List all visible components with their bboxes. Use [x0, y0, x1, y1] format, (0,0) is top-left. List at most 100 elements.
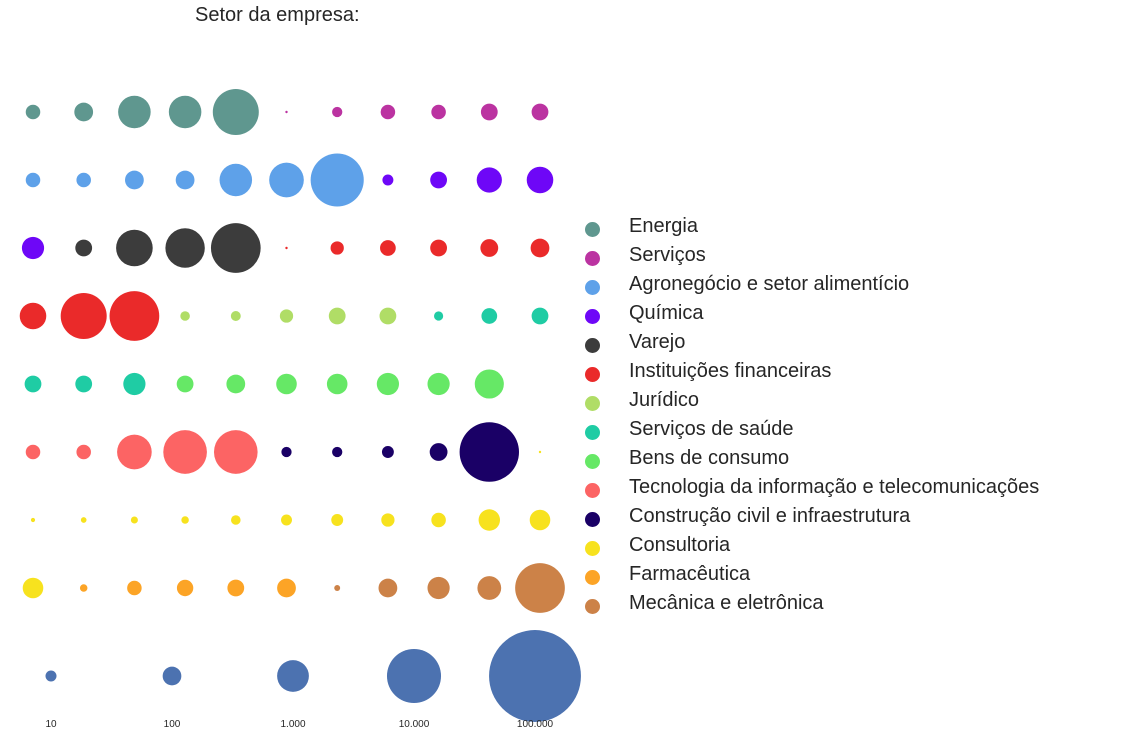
- bubble-point: [334, 585, 341, 591]
- legend-swatch: [585, 570, 600, 585]
- bubble-point: [180, 311, 190, 321]
- bubble-point: [381, 446, 394, 458]
- bubble-point: [118, 95, 151, 129]
- bubble-point: [538, 450, 542, 454]
- bubble-point: [285, 110, 288, 114]
- legend-swatch: [585, 367, 600, 382]
- legend-label: Consultoria: [629, 534, 731, 556]
- size-legend-bubble: [45, 670, 57, 682]
- legend-label: Serviços: [629, 244, 706, 266]
- bubble-point: [431, 104, 446, 120]
- bubble-point: [230, 311, 241, 321]
- bubble-point: [477, 576, 502, 600]
- legend-swatch: [585, 396, 600, 411]
- bubble-point: [75, 239, 93, 257]
- bubble-point: [515, 563, 565, 613]
- legend-label: Construção civil e infraestrutura: [629, 505, 911, 527]
- legend-label: Instituições financeiras: [629, 360, 832, 382]
- size-legend-label: 100: [164, 719, 181, 730]
- bubble-point: [76, 172, 91, 188]
- legend-swatch: [585, 483, 600, 498]
- bubble-point: [212, 89, 259, 135]
- bubble-point: [277, 578, 296, 598]
- legend-label: Tecnologia da informação e telecomunicaç…: [629, 476, 1040, 498]
- bubble-point: [310, 153, 364, 207]
- bubble-point: [276, 373, 297, 395]
- bubble-point: [427, 576, 450, 600]
- bubble-point: [109, 291, 160, 341]
- bubble-point: [328, 307, 346, 325]
- legend-swatch: [585, 338, 600, 353]
- bubble-point: [76, 444, 91, 460]
- legend-swatch: [585, 599, 600, 614]
- size-legend-bubble: [489, 630, 581, 722]
- bubble-point: [269, 162, 304, 198]
- bubble-point: [25, 104, 41, 120]
- size-legend-bubble: [162, 666, 182, 686]
- bubble-point: [331, 514, 344, 526]
- bubble-point: [332, 106, 343, 118]
- bubble-point: [80, 517, 87, 523]
- bubble-point: [30, 517, 36, 523]
- legend-swatch: [585, 280, 600, 295]
- bubble-point: [529, 509, 551, 531]
- chart-title: Setor da empresa:: [195, 4, 360, 26]
- size-legend-label: 10.000: [399, 719, 430, 730]
- bubble-point: [60, 293, 107, 339]
- bubble-point: [125, 170, 144, 190]
- size-legend-label: 10: [45, 719, 57, 730]
- bubble-point: [116, 229, 153, 267]
- bubble-point: [480, 239, 499, 257]
- bubble-point: [74, 102, 94, 122]
- bubble-point: [130, 516, 138, 524]
- bubble-point: [459, 422, 519, 482]
- bubble-point: [531, 103, 549, 121]
- legend-label: Farmacêutica: [629, 563, 751, 585]
- bubble-point: [281, 446, 292, 458]
- bubble-point: [326, 373, 348, 395]
- bubble-point: [24, 375, 42, 393]
- legend-label: Bens de consumo: [629, 447, 790, 469]
- bubble-point: [427, 372, 450, 396]
- bubble-point: [431, 512, 446, 528]
- size-legend-bubble: [277, 660, 309, 692]
- bubble-point: [19, 302, 47, 330]
- bubble-point: [330, 241, 344, 255]
- bubble-point: [332, 446, 343, 458]
- bubble-point: [478, 509, 501, 531]
- bubble-point: [127, 580, 142, 596]
- bubble-point: [429, 443, 448, 461]
- legend-label: Energia: [629, 215, 698, 237]
- legend-label: Agronegócio e setor alimentício: [629, 273, 910, 295]
- bubble-point: [474, 369, 504, 399]
- legend-swatch: [585, 425, 600, 440]
- bubble-point: [476, 167, 502, 193]
- bubble-point: [181, 516, 189, 524]
- bubble-point: [481, 308, 498, 324]
- bubble-point: [175, 170, 195, 190]
- bubble-point: [531, 307, 549, 325]
- legend-swatch: [585, 309, 600, 324]
- bubble-point: [285, 246, 288, 250]
- bubble-point: [231, 515, 241, 525]
- legend-label: Mecânica e eletrônica: [629, 592, 824, 614]
- bubble-point: [163, 430, 207, 474]
- bubble-point: [379, 307, 397, 325]
- bubble-point: [382, 174, 394, 186]
- bubble-point: [376, 372, 400, 396]
- bubble-point: [381, 513, 395, 527]
- bubble-point: [434, 311, 444, 321]
- bubble-point: [176, 579, 194, 597]
- bubble-point: [123, 372, 146, 396]
- bubble-point: [21, 236, 45, 260]
- bubble-point: [165, 228, 205, 268]
- legend-label: Serviços de saúde: [629, 418, 794, 440]
- bubble-point: [22, 577, 44, 599]
- bubble-point: [219, 163, 253, 197]
- legend-swatch: [585, 251, 600, 266]
- bubble-point: [75, 375, 93, 393]
- bubble-point: [281, 514, 292, 526]
- bubble-point: [226, 374, 246, 394]
- bubble-point: [227, 579, 245, 597]
- bubble-point: [530, 238, 550, 258]
